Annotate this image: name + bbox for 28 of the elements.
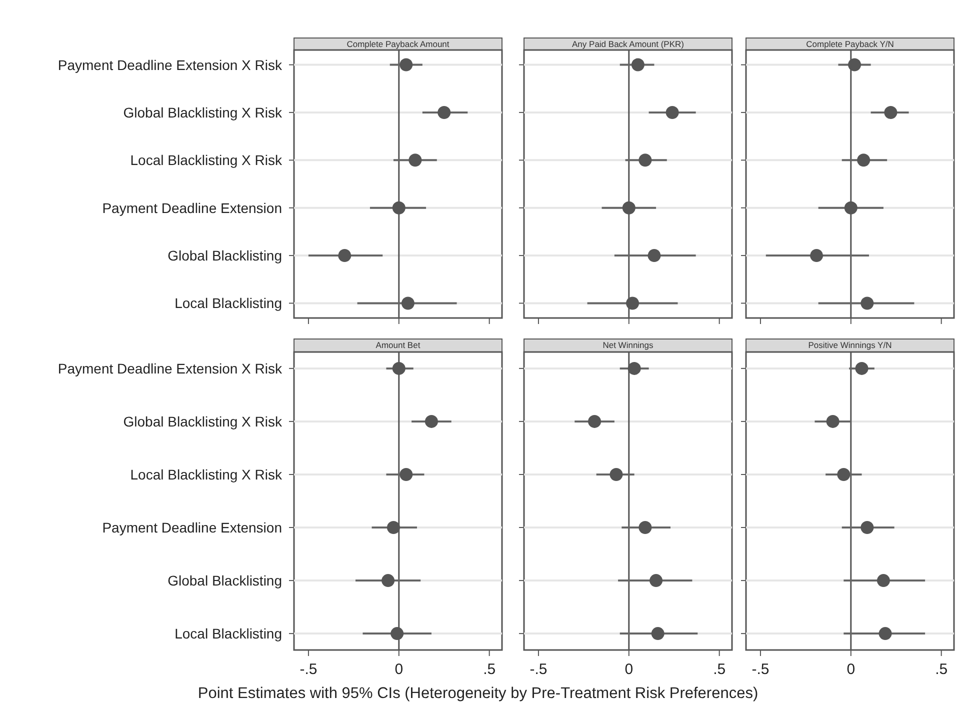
x-tick-label: -.5 — [300, 661, 318, 678]
y-tick-label: Local Blacklisting X Risk — [130, 466, 283, 482]
chart-title: Net Winnings — [602, 340, 654, 350]
y-tick-label: Local Blacklisting — [174, 626, 282, 642]
x-tick-label: 0 — [394, 661, 404, 678]
chart-title: Amount Bet — [376, 340, 421, 350]
y-tick-label: Payment Deadline Extension — [102, 200, 282, 216]
y-tick-label: Payment Deadline Extension X Risk — [58, 360, 283, 376]
y-tick-label: Local Blacklisting X Risk — [130, 152, 283, 168]
x-axis-title: Point Estimates with 95% CIs (Heterogeneity by Pre-Treatment Risk Preferences) — [198, 685, 758, 702]
y-tick-label: Local Blacklisting — [174, 295, 282, 312]
x-tick-label: .5 — [483, 661, 496, 678]
chart-title: Complete Payback Y/N — [806, 39, 894, 49]
y-tick-label: Global Blacklisting — [168, 248, 282, 264]
chart-title: Positive Winnings Y/N — [808, 340, 892, 350]
x-tick-label: -.5 — [530, 661, 548, 678]
x-tick-label: 0 — [846, 661, 856, 678]
y-tick-label: Global Blacklisting X Risk — [123, 413, 283, 430]
x-tick-label: -.5 — [752, 661, 770, 678]
y-tick-label: Payment Deadline Extension — [102, 520, 282, 536]
chart-title: Complete Payback Amount — [346, 39, 450, 49]
chart-title: Any Paid Back Amount (PKR) — [572, 39, 684, 49]
x-tick-label: 0 — [624, 661, 634, 678]
x-tick-label: .5 — [935, 661, 948, 678]
x-tick-label: .5 — [713, 661, 726, 678]
y-tick-label: Payment Deadline Extension X Risk — [58, 56, 283, 73]
y-tick-label: Global Blacklisting — [168, 572, 282, 589]
y-tick-label: Global Blacklisting X Risk — [123, 104, 283, 120]
